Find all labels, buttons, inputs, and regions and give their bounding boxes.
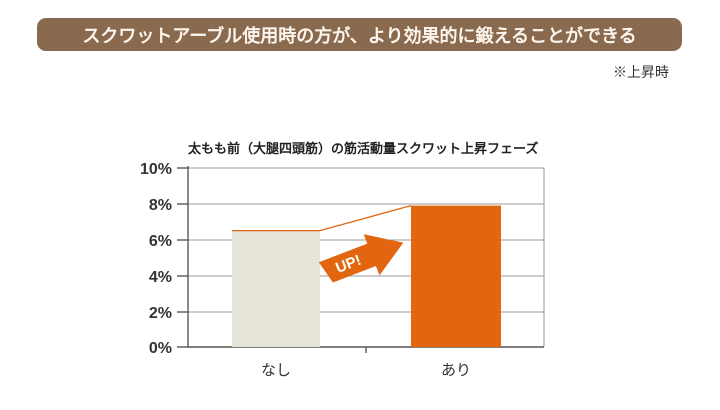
svg-text:2%: 2%: [149, 305, 172, 322]
svg-text:10%: 10%: [140, 161, 172, 178]
svg-text:なし: なし: [261, 362, 291, 379]
svg-text:あり: あり: [441, 362, 471, 379]
svg-text:4%: 4%: [149, 269, 172, 286]
svg-text:6%: 6%: [149, 233, 172, 250]
svg-text:8%: 8%: [149, 197, 172, 214]
svg-text:0%: 0%: [149, 340, 172, 357]
